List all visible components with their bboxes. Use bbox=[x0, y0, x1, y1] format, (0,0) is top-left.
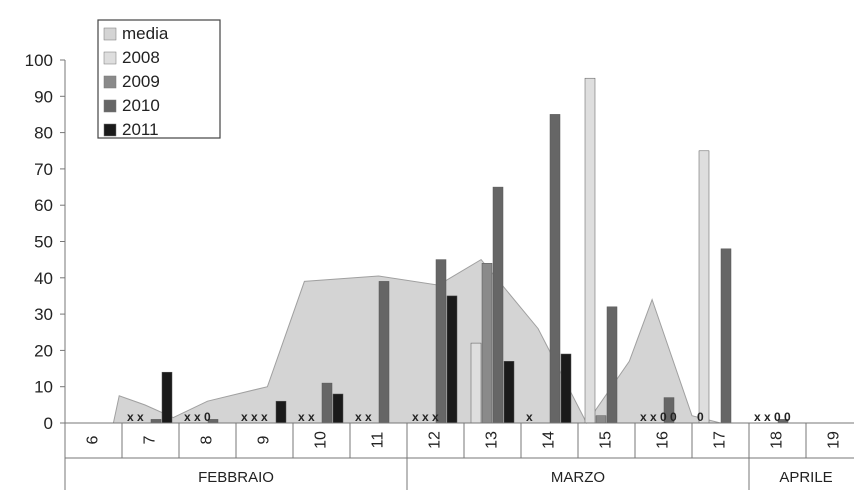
x-tick-label: 10 bbox=[313, 431, 330, 449]
marker-x: x bbox=[412, 410, 419, 424]
x-tick-label: 19 bbox=[826, 431, 843, 449]
marker-x: x bbox=[298, 410, 305, 424]
marker-x: x bbox=[432, 410, 439, 424]
x-tick-label: 6 bbox=[85, 435, 102, 444]
legend-label-2010: 2010 bbox=[122, 96, 160, 115]
bar-2010-13 bbox=[492, 186, 504, 424]
bar-2009-15 bbox=[595, 415, 607, 424]
bar-2010-17 bbox=[720, 248, 732, 424]
marker-x: x bbox=[650, 410, 657, 424]
marker-x: x bbox=[754, 410, 761, 424]
bar-2011-12 bbox=[446, 295, 458, 424]
x-tick-label: 8 bbox=[199, 435, 216, 444]
y-tick-label: 10 bbox=[34, 378, 53, 397]
y-tick-label: 50 bbox=[34, 233, 53, 252]
y-tick-label: 70 bbox=[34, 160, 53, 179]
area-layer bbox=[112, 258, 721, 424]
x-tick-label: 17 bbox=[712, 431, 729, 449]
y-tick-label: 30 bbox=[34, 305, 53, 324]
y-tick-label: 0 bbox=[44, 414, 53, 433]
marker-x: x bbox=[640, 410, 647, 424]
marker-x: x bbox=[137, 410, 144, 424]
bar-2011-13 bbox=[503, 361, 515, 424]
bar-2010-15 bbox=[606, 306, 618, 424]
marker-zero: 0 bbox=[774, 410, 781, 424]
bar-2011-7 bbox=[161, 371, 173, 424]
marker-zero: 0 bbox=[204, 410, 211, 424]
marker-x: x bbox=[526, 410, 533, 424]
bar-2008-17 bbox=[698, 150, 710, 424]
legend-box bbox=[97, 19, 221, 139]
y-tick-label: 20 bbox=[34, 341, 53, 360]
legend-label-2008: 2008 bbox=[122, 48, 160, 67]
month-label: FEBBRAIO bbox=[198, 469, 274, 486]
marker-x: x bbox=[355, 410, 362, 424]
bar-2011-14 bbox=[560, 353, 572, 424]
marker-zero: 0 bbox=[660, 410, 667, 424]
y-tick-label: 60 bbox=[34, 196, 53, 215]
bar-2009-13 bbox=[481, 263, 493, 424]
marker-x: x bbox=[308, 410, 315, 424]
x-tick-label: 16 bbox=[655, 431, 672, 449]
x-tick-label: 7 bbox=[142, 435, 159, 444]
legend-label-2009: 2009 bbox=[122, 72, 160, 91]
marker-x: x bbox=[251, 410, 258, 424]
x-tick-label: 12 bbox=[427, 431, 444, 449]
marker-zero: 0 bbox=[784, 410, 791, 424]
marker-zero: 0 bbox=[697, 410, 704, 424]
month-label: APRILE bbox=[779, 469, 832, 486]
x-tick-label: 9 bbox=[256, 435, 273, 444]
bar-2010-10 bbox=[321, 382, 333, 424]
legend-swatch-2011 bbox=[103, 123, 117, 137]
bar-2008-13 bbox=[470, 342, 482, 424]
marker-x: x bbox=[241, 410, 248, 424]
marker-x: x bbox=[365, 410, 372, 424]
area-media bbox=[112, 258, 721, 424]
bar-2011-9 bbox=[275, 400, 287, 424]
x-tick-label: 15 bbox=[598, 431, 615, 449]
legend: media 2008 2009 2010 2011 bbox=[97, 19, 221, 139]
legend-label-media: media bbox=[122, 24, 169, 43]
bar-2008-15 bbox=[584, 77, 596, 424]
bar-2011-10 bbox=[332, 393, 344, 424]
marker-x: x bbox=[764, 410, 771, 424]
marker-x: x bbox=[422, 410, 429, 424]
y-tick-label: 40 bbox=[34, 269, 53, 288]
month-label: MARZO bbox=[551, 469, 605, 486]
bar-2010-14 bbox=[549, 114, 561, 424]
marker-x: x bbox=[261, 410, 268, 424]
x-tick-label: 18 bbox=[769, 431, 786, 449]
y-tick-label: 90 bbox=[34, 87, 53, 106]
x-tick-label: 14 bbox=[541, 431, 558, 449]
marker-x: x bbox=[184, 410, 191, 424]
bar-2010-7 bbox=[150, 419, 162, 424]
axis-layer: 0 10 20 30 40 50 60 70 80 90 100 6 7 8 9 10 11 12 13 14 15 16… bbox=[25, 51, 854, 490]
legend-swatch-2010 bbox=[103, 99, 117, 113]
bar-2010-11 bbox=[378, 281, 390, 424]
marker-x: x bbox=[127, 410, 134, 424]
x-tick-label: 11 bbox=[370, 432, 387, 449]
legend-swatch-2009 bbox=[103, 75, 117, 89]
marker-zero: 0 bbox=[670, 410, 677, 424]
legend-swatch-media bbox=[103, 27, 117, 41]
bar-layer bbox=[150, 77, 789, 424]
y-tick-label: 100 bbox=[25, 51, 53, 70]
marker-x: x bbox=[194, 410, 201, 424]
x-tick-label: 13 bbox=[484, 431, 501, 449]
legend-label-2011: 2011 bbox=[122, 120, 159, 139]
bar-2010-12 bbox=[435, 259, 447, 424]
y-tick-label: 80 bbox=[34, 124, 53, 143]
legend-swatch-2008 bbox=[103, 51, 117, 65]
